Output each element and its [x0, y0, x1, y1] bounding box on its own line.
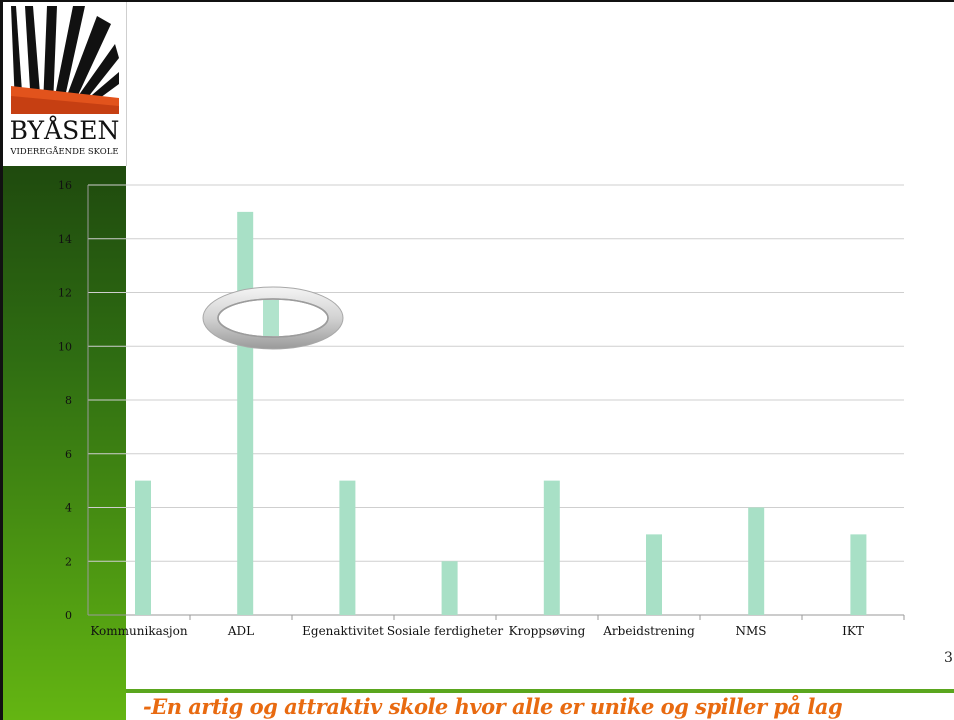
logo-subtitle: VIDEREGÅENDE SKOLE: [10, 147, 119, 157]
bar: [850, 534, 867, 615]
y-tick-label: 0: [65, 609, 72, 622]
label-layer: 0 2 4 6 8 10 12 14 16 Kommunikasjon ADL Egenaktivit…: [58, 179, 864, 638]
frame-left-border: [0, 0, 3, 720]
y-tick-label: 16: [58, 179, 72, 192]
logo-name: BYÅSEN: [9, 116, 120, 145]
page-number: 3: [944, 650, 953, 666]
x-tick-label: IKT: [842, 624, 864, 638]
bar: [339, 480, 356, 615]
x-tick-label: Egenaktivitet: [302, 624, 384, 638]
y-tick-label: 10: [58, 340, 72, 353]
frame-top-border: [0, 0, 954, 2]
y-tick-label: 8: [65, 394, 72, 407]
bar: [543, 480, 560, 615]
x-tick-label: ADL: [227, 624, 254, 638]
y-tick-label: 2: [65, 555, 72, 568]
y-tick-label: 14: [58, 233, 72, 246]
footer-divider: [126, 689, 954, 693]
footer-slogan: -En artig og attraktiv skole hvor alle e…: [143, 694, 843, 719]
x-tick-label: NMS: [735, 624, 766, 638]
bar: [441, 561, 458, 615]
x-tick-label: Kroppsøving: [509, 624, 586, 638]
x-tick-label: Kommunikasjon: [90, 624, 187, 638]
y-tick-label: 12: [58, 287, 72, 300]
x-tick-label: Sosiale ferdigheter: [387, 624, 504, 638]
y-tick-label: 6: [65, 448, 72, 461]
bar: [748, 507, 765, 615]
x-tick-label: Arbeidstrening: [602, 624, 695, 638]
green-sidebar: [3, 166, 126, 720]
bar: [646, 534, 662, 615]
grid-layer: [87, 184, 905, 620]
sunburst-logo-icon: [11, 6, 119, 114]
y-tick-label: 4: [65, 502, 72, 515]
oval-ring-annotation: [202, 286, 344, 350]
bar: [237, 211, 254, 615]
bar-layer: [135, 211, 867, 615]
school-logo: BYÅSEN VIDEREGÅENDE SKOLE: [3, 2, 127, 166]
annotation-layer: [202, 286, 344, 350]
bar: [135, 480, 151, 615]
